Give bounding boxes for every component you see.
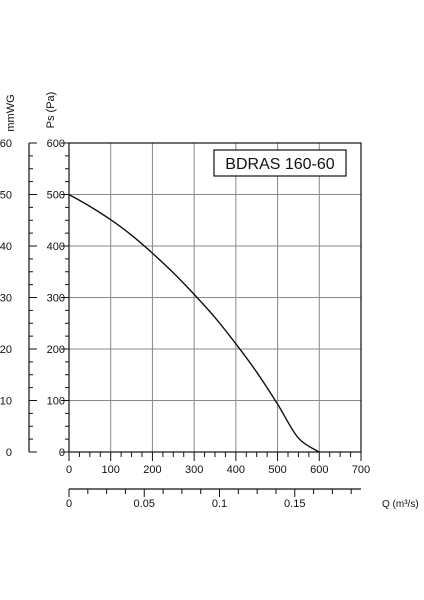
y-tick-label: 0	[59, 447, 65, 459]
y2-axis-label: mmWG	[5, 94, 17, 131]
x-tick-label: 700	[352, 464, 370, 476]
tick-marks	[29, 142, 362, 497]
chart-title: BDRAS 160-60	[225, 156, 334, 173]
x2-tick-label: 0.15	[284, 498, 305, 510]
y-tick-label: 500	[47, 190, 65, 202]
x2-axis-label: Q (m³/s)	[382, 499, 419, 510]
x-tick-label: 400	[227, 464, 245, 476]
y2-tick-label: 0	[6, 447, 12, 459]
x-tick-label: 300	[185, 464, 203, 476]
y-tick-label: 300	[47, 293, 65, 305]
x-tick-label: 100	[102, 464, 120, 476]
y2-tick-label: 60	[0, 138, 12, 150]
x2-tick-label: 0.05	[134, 498, 155, 510]
series-line	[68, 193, 320, 453]
x-tick-label: 200	[143, 464, 161, 476]
y2-tick-label: 20	[0, 344, 12, 356]
y2-tick-label: 40	[0, 241, 12, 253]
y2-tick-label: 10	[0, 396, 12, 408]
grid-lines	[69, 143, 361, 452]
x-tick-label: 500	[268, 464, 286, 476]
y-axis-label: Ps (Pa)	[45, 92, 57, 129]
y-tick-label: 100	[47, 396, 65, 408]
title-box: BDRAS 160-60	[213, 149, 347, 177]
y2-tick-label: 50	[0, 190, 12, 202]
x2-tick-label: 0.1	[212, 498, 227, 510]
x2-tick-label: 0	[66, 498, 72, 510]
tick-labels: 0 100 200 300 400 500 600 700010020030040050060…	[0, 138, 370, 510]
x-tick-label: 600	[310, 464, 328, 476]
y-tick-label: 600	[47, 138, 65, 150]
y-tick-label: 400	[47, 241, 65, 253]
y-tick-label: 200	[47, 344, 65, 356]
y2-tick-label: 30	[0, 293, 12, 305]
x-tick-label: 0	[66, 464, 72, 476]
